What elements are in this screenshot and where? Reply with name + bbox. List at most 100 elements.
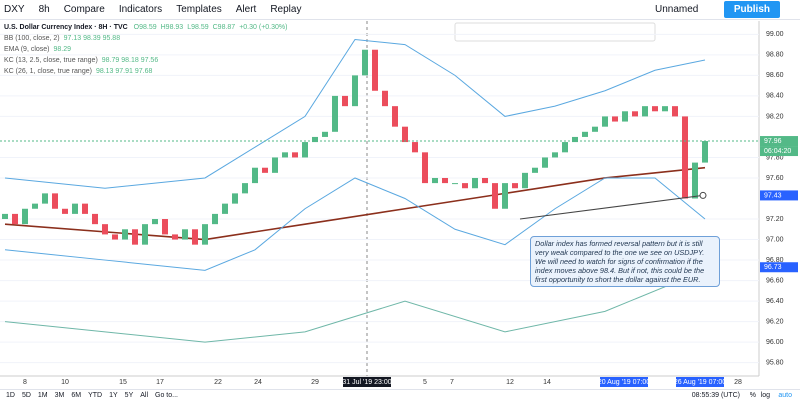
x-tick-label: 31 Jul '19 23:00: [342, 379, 391, 386]
candle: [562, 142, 568, 153]
y-tick-label: 95.80: [766, 360, 784, 367]
candle: [232, 193, 238, 204]
x-tick-label: 8: [23, 379, 27, 386]
candle: [362, 49, 368, 76]
layout-name[interactable]: Unnamed: [655, 4, 699, 15]
candle: [512, 183, 518, 189]
candle: [132, 229, 138, 245]
candle: [642, 106, 648, 117]
interval[interactable]: 8h: [38, 4, 50, 15]
countdown: 06:04:20: [764, 148, 791, 155]
candle: [122, 229, 128, 240]
candle: [552, 152, 558, 158]
indicator-values: 97.13 98.39 95.88: [63, 35, 121, 42]
candle: [2, 213, 8, 220]
indicator-line: [4, 177, 706, 271]
x-tick-label: 7: [450, 379, 454, 386]
range-button[interactable]: All: [140, 392, 149, 399]
candle: [332, 95, 338, 132]
range-button[interactable]: 1D: [6, 392, 15, 399]
y-tick-label: 96.40: [766, 298, 784, 305]
candle: [212, 213, 218, 225]
candle: [422, 152, 428, 184]
candle: [52, 193, 58, 209]
candle: [702, 141, 708, 163]
candle: [42, 193, 48, 204]
candle: [402, 126, 408, 143]
annotation[interactable]: Dollar index has formed reversal pattern…: [530, 236, 720, 287]
price-label: 97.43: [764, 192, 782, 199]
candle: [572, 136, 578, 143]
compare[interactable]: Compare: [63, 4, 105, 15]
candle: [342, 95, 348, 107]
change: +0.30 (+0.30%): [239, 24, 288, 31]
ohlc: O98.59: [133, 24, 157, 31]
candle: [172, 234, 178, 240]
range-button[interactable]: 6M: [71, 392, 82, 399]
price-badge: [760, 262, 798, 273]
candle: [602, 116, 608, 127]
templates[interactable]: Templates: [176, 4, 222, 15]
publish-button[interactable]: Publish: [723, 1, 780, 18]
x-tick-label: 17: [156, 379, 164, 386]
countdown-badge: [760, 146, 798, 157]
x-tick-label: 22: [214, 379, 222, 386]
legend: U.S. Dollar Currency Index · 8H · TVC O9…: [4, 22, 287, 77]
range-button[interactable]: 1Y: [109, 392, 118, 399]
goto[interactable]: Go to...: [155, 392, 178, 399]
candle: [292, 152, 298, 158]
candle: [102, 224, 108, 235]
candle: [282, 152, 288, 158]
range-button[interactable]: 5Y: [124, 392, 134, 399]
candle: [662, 106, 668, 112]
anchor-handle: [699, 191, 707, 199]
candle: [82, 203, 88, 214]
range-button[interactable]: YTD: [88, 392, 103, 399]
candle: [392, 106, 398, 127]
ohlc: H98.93: [160, 24, 184, 31]
alert[interactable]: Alert: [235, 4, 257, 15]
indicator-name: KC (26, 1, close, true range): [4, 68, 92, 75]
range-button[interactable]: 5D: [21, 392, 31, 399]
chart: 99.00 98.80 98.60 98.40 98.20 97.80 97.60 97.20…: [0, 21, 800, 389]
symbol[interactable]: DXY: [4, 4, 25, 15]
y-tick-label: 96.60: [766, 277, 784, 284]
range-button[interactable]: 3M: [54, 392, 65, 399]
candle: [502, 183, 508, 209]
auto[interactable]: auto: [778, 392, 792, 399]
candle: [152, 219, 158, 225]
indicator-values: 98.29: [53, 46, 72, 53]
legend-row: EMA (9, close) 98.29: [4, 44, 287, 55]
candle: [432, 177, 438, 184]
indicators[interactable]: Indicators: [118, 4, 163, 15]
x-tick-label: 14: [543, 379, 551, 386]
time-badge: [343, 377, 391, 387]
candle: [682, 116, 688, 199]
trend-line: [519, 194, 704, 220]
legend-row: KC (13, 2.5, close, true range) 98.79 98.…: [4, 55, 287, 66]
log[interactable]: log: [760, 392, 770, 399]
candle: [472, 177, 478, 189]
candle: [12, 213, 18, 225]
x-tick-label: 26 Aug '19 07:00: [674, 379, 726, 386]
y-tick-label: 96.20: [766, 318, 784, 325]
candle: [442, 177, 448, 184]
replay[interactable]: Replay: [270, 4, 302, 15]
candle: [112, 234, 118, 240]
x-tick-label: 20 Aug '19 07:00: [598, 379, 650, 386]
clock: 08:55:39 (UTC): [691, 392, 740, 399]
candle: [262, 167, 268, 173]
drawing-toolbar[interactable]: [454, 22, 656, 42]
candle: [462, 183, 468, 189]
y-tick-label: 99.00: [766, 31, 784, 38]
range-button[interactable]: 1M: [37, 392, 48, 399]
candle: [92, 213, 98, 225]
candle: [302, 142, 308, 158]
y-tick-label: 97.20: [766, 216, 784, 223]
candle: [312, 136, 318, 143]
pct[interactable]: %: [749, 392, 756, 399]
x-tick-label: 12: [506, 379, 514, 386]
candle: [32, 203, 38, 209]
y-tick-label: 96.00: [766, 339, 784, 346]
